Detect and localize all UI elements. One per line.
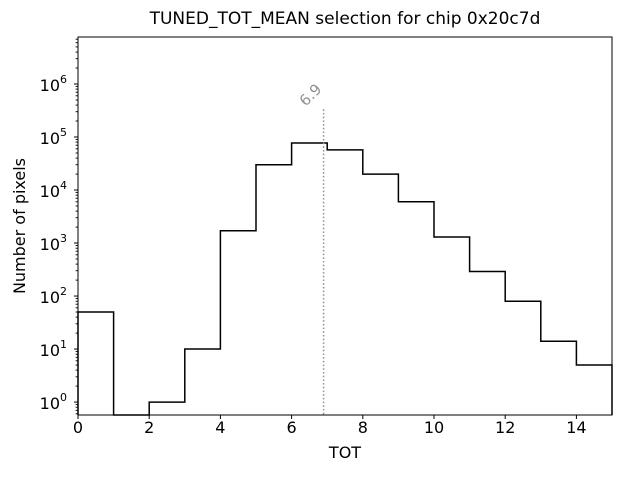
x-tick-label: 0 [73, 418, 83, 437]
x-tick-label: 10 [424, 418, 444, 437]
y-tick-label: 106 [40, 73, 67, 95]
axes-spines [77, 36, 613, 416]
y-tick-label: 105 [40, 126, 67, 148]
x-tick-label: 8 [358, 418, 368, 437]
threshold-vline-label: 6.9 [296, 80, 326, 110]
x-tick-label: 2 [144, 418, 154, 437]
y-tick-label: 102 [40, 285, 67, 307]
chart-title: TUNED_TOT_MEAN selection for chip 0x20c7… [149, 9, 541, 29]
histogram-line [77, 142, 613, 416]
x-tick-label: 14 [566, 418, 586, 437]
x-tick-label: 6 [287, 418, 297, 437]
x-tick-label: 4 [215, 418, 225, 437]
y-tick-label: 103 [40, 232, 67, 254]
x-axis-label: TOT [328, 443, 362, 462]
x-tick-label: 12 [495, 418, 515, 437]
y-tick-label: 100 [40, 391, 67, 413]
y-tick-label: 101 [40, 338, 67, 360]
y-axis-label: Number of pixels [10, 157, 29, 295]
y-tick-label: 104 [40, 179, 67, 201]
